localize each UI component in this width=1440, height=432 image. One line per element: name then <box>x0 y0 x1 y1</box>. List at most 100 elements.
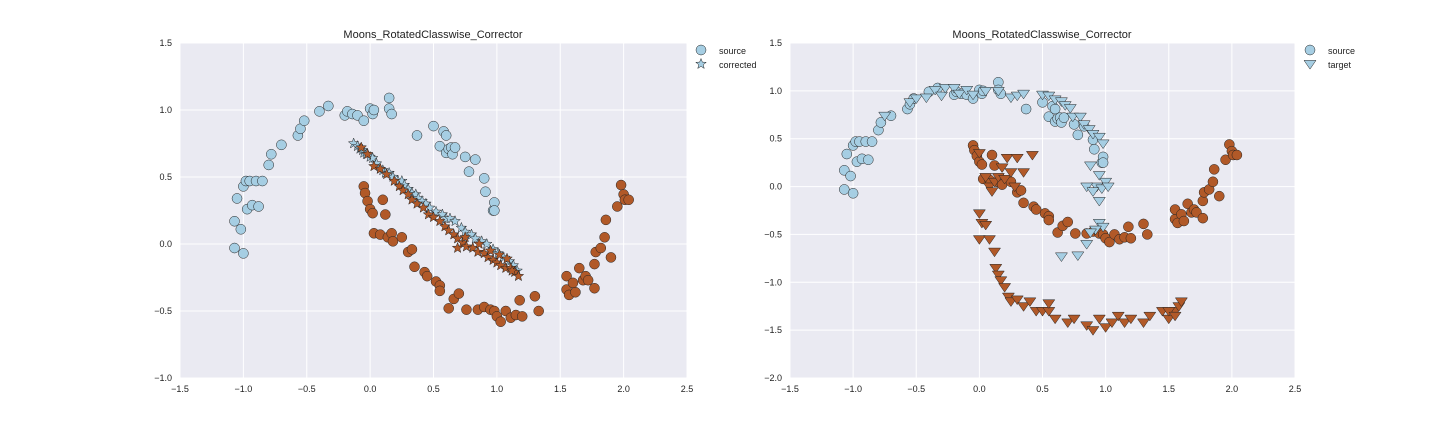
left-corrected-point <box>374 162 387 174</box>
left-source-point <box>367 207 378 219</box>
right-target-point <box>1017 302 1031 312</box>
left-source-point <box>386 108 397 120</box>
left-corrected-point <box>501 252 513 264</box>
right-target-point <box>1080 240 1094 250</box>
right-target-point <box>994 276 1008 286</box>
left-source-point <box>421 270 433 282</box>
right-y-tick-label: 1.0 <box>769 86 782 96</box>
left-source-point <box>443 303 454 314</box>
left-source-point <box>440 130 452 141</box>
right-source-point <box>1068 119 1080 130</box>
right-legend-label-1: target <box>1328 60 1352 70</box>
right-target-point <box>1004 168 1018 178</box>
left-scatter-plot: Moons_RotatedClasswise_Corrector source … <box>154 29 756 394</box>
left-source-point <box>383 92 395 104</box>
right-x-tick-label: 0.5 <box>1036 384 1049 394</box>
right-target-point <box>947 84 961 94</box>
right-x-tick-label: 2.0 <box>1226 384 1239 394</box>
left-source-point <box>489 205 500 216</box>
right-source-point <box>1104 236 1115 248</box>
right-y-tick-label: −1.0 <box>764 277 782 287</box>
right-target-point <box>1082 125 1096 135</box>
right-target-point <box>919 93 933 104</box>
right-source-point <box>875 117 887 128</box>
left-source-point <box>582 274 594 286</box>
right-x-tick-label: 1.0 <box>1099 384 1112 394</box>
right-source-point <box>1049 103 1061 115</box>
left-legend-label-1: corrected <box>719 60 757 70</box>
right-target-point <box>1080 182 1094 193</box>
right-target-point <box>985 187 999 197</box>
right-x-tick-label: −1.0 <box>844 384 862 394</box>
left-source-point <box>276 139 287 151</box>
right-target-point <box>1061 318 1075 329</box>
left-source-point <box>434 285 446 297</box>
right-target-point <box>952 89 966 100</box>
left-legend-marker-1 <box>695 57 707 70</box>
left-source-point <box>409 261 420 273</box>
right-target-point <box>1080 321 1094 331</box>
right-target-point <box>1099 323 1113 333</box>
left-source-point <box>533 305 544 317</box>
right-y-tick-label: 0.5 <box>769 134 782 144</box>
left-source-point <box>589 282 600 294</box>
left-corrected-point <box>430 205 442 217</box>
right-source-point <box>1058 112 1070 123</box>
right-target-point <box>982 235 996 245</box>
right-source-point <box>986 149 998 161</box>
left-x-tick-label: 1.5 <box>554 384 567 394</box>
left-legend-item-1: corrected <box>695 57 757 70</box>
right-legend-marker-1 <box>1303 60 1317 70</box>
right-target-point <box>989 264 1003 274</box>
left-source-point <box>358 115 370 126</box>
right-target-point <box>878 111 892 122</box>
left-source-point <box>574 262 585 274</box>
left-corrected-point <box>493 248 506 260</box>
right-target-point <box>1092 314 1106 325</box>
left-source-point <box>516 311 528 322</box>
right-source-point <box>839 184 850 195</box>
left-corrected-point <box>433 215 446 227</box>
right-x-tick-label: 2.5 <box>1289 384 1302 394</box>
right-y-tick-label: −1.5 <box>764 325 782 335</box>
left-plot-legend: source corrected <box>695 44 757 70</box>
right-target-point <box>998 283 1012 293</box>
right-target-point <box>1017 89 1031 100</box>
left-y-tick-label: 1.0 <box>159 105 172 115</box>
right-target-point <box>972 235 986 245</box>
left-y-tick-label: −0.5 <box>154 306 172 316</box>
left-source-point <box>231 193 243 204</box>
right-y-tick-label: 1.5 <box>769 38 782 48</box>
right-target-point <box>1096 139 1110 150</box>
right-source-point <box>1178 215 1190 227</box>
left-source-point <box>229 215 240 227</box>
right-target-point <box>1001 292 1015 303</box>
left-source-point <box>570 286 581 298</box>
left-legend-marker-0 <box>695 44 707 56</box>
left-x-tick-label: 0.5 <box>427 384 440 394</box>
right-target-point <box>1023 297 1037 307</box>
left-corrected-point <box>494 259 507 271</box>
left-source-point <box>449 142 461 153</box>
right-target-point <box>1083 228 1097 239</box>
right-source-point <box>1207 176 1219 188</box>
right-source-point <box>841 148 853 160</box>
left-source-point <box>615 179 627 191</box>
left-source-point <box>253 201 264 212</box>
right-target-point <box>1105 318 1119 329</box>
right-legend-label-0: source <box>1328 46 1355 56</box>
right-target-point <box>1077 120 1091 130</box>
left-y-tick-label: 0.0 <box>159 239 172 249</box>
left-corrected-point <box>444 212 456 224</box>
right-source-point <box>845 170 856 182</box>
left-source-point <box>623 194 634 206</box>
right-target-point <box>1092 197 1106 207</box>
left-corrected-point <box>459 231 472 243</box>
left-source-point <box>600 214 612 226</box>
right-source-point <box>1123 221 1134 233</box>
right-source-point <box>1072 129 1084 141</box>
right-target-point <box>1143 311 1157 322</box>
right-scatter-plot: Moons_RotatedClasswise_Corrector source … <box>764 29 1355 394</box>
right-target-point <box>995 163 1009 173</box>
